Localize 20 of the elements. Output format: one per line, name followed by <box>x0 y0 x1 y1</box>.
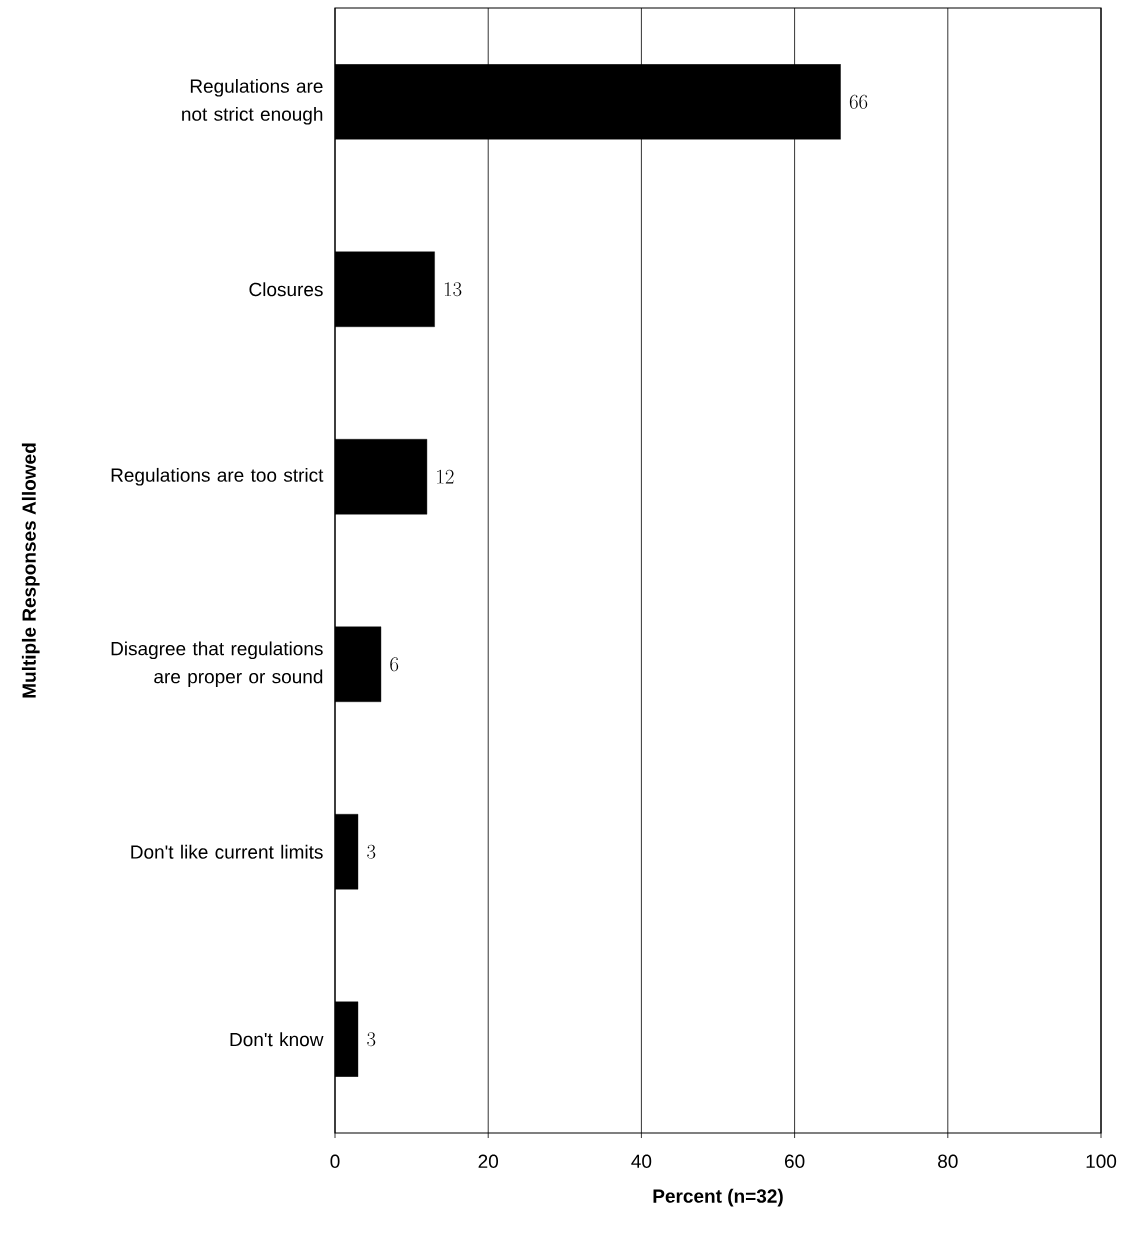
data-label: 66 <box>849 94 868 109</box>
x-tick-label: 40 <box>631 1154 652 1168</box>
y-axis-title: Multiple Responses Allowed <box>21 443 40 698</box>
x-tick-label: 20 <box>478 1154 499 1168</box>
x-axis-title: Percent (n=32) <box>653 1188 783 1207</box>
x-tick-label: 100 <box>1086 1154 1117 1168</box>
y-tick-label: Closures <box>249 282 323 297</box>
y-tick-label: Regulations are too strict <box>111 467 324 486</box>
y-tick-label: Regulations are not strict enough <box>182 78 323 125</box>
y-tick-label: Don't know <box>230 1032 324 1047</box>
data-label: 6 <box>390 657 399 672</box>
x-tick-label: 0 <box>330 1154 340 1168</box>
x-tick-label: 60 <box>785 1154 805 1168</box>
x-tick-label: 80 <box>938 1154 958 1168</box>
data-label: 3 <box>367 1032 376 1047</box>
y-tick-label: Disagree that regulations are proper or sound <box>111 641 323 688</box>
data-label: 3 <box>367 844 376 859</box>
data-label: 12 <box>437 469 454 484</box>
data-label: 13 <box>444 282 462 297</box>
y-tick-label: Don't like current limits <box>131 844 323 859</box>
